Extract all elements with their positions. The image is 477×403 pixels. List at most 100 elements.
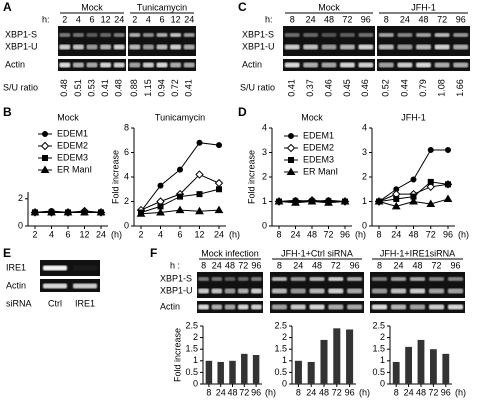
marker xyxy=(288,133,294,139)
marker xyxy=(136,209,146,217)
series-line xyxy=(140,142,220,212)
gel-band xyxy=(390,288,407,294)
gel-band xyxy=(156,62,168,68)
gel-band xyxy=(453,33,469,37)
gel-band xyxy=(100,62,112,68)
panel-label: E xyxy=(3,246,11,260)
time-label: 72 xyxy=(331,260,341,270)
marker xyxy=(443,194,453,203)
y-tick-label: 1 xyxy=(262,196,267,206)
gel-band xyxy=(434,44,450,50)
x-tick-label: 48 xyxy=(307,229,317,239)
gel-band xyxy=(358,62,374,68)
gel-band xyxy=(72,62,84,68)
gel-band xyxy=(416,62,431,68)
x-tick-label: 4 xyxy=(158,229,163,239)
x-tick-label: 24 xyxy=(96,229,106,239)
time-label: 72 xyxy=(238,260,248,270)
gel-band xyxy=(409,288,426,294)
time-label: 24 xyxy=(293,260,303,270)
y-tick-label: 1 xyxy=(362,196,367,206)
marker xyxy=(40,165,50,173)
gel-band xyxy=(428,304,445,310)
time-label: 8 xyxy=(201,260,206,270)
x-tick-label: 96 xyxy=(345,387,355,397)
gel-band xyxy=(211,288,223,294)
y-tick-label: 2 xyxy=(193,332,198,342)
ratio-value: 0.48 xyxy=(114,79,124,97)
gel-image xyxy=(197,272,263,298)
time-label: 8 xyxy=(384,14,389,24)
time-label: 6 xyxy=(159,14,164,24)
marker xyxy=(427,178,434,185)
y-tick-label: 0.5 xyxy=(274,367,287,377)
y-tick-label: 0 xyxy=(193,378,198,388)
gel-band xyxy=(328,304,344,310)
x-tick-label: 24 xyxy=(290,229,300,239)
ratio-value: 1.08 xyxy=(436,79,446,97)
panel-label: F xyxy=(150,246,157,260)
gel-band xyxy=(447,277,464,281)
marker xyxy=(291,198,300,206)
y-tick-label: 1 xyxy=(380,355,385,365)
gel-image xyxy=(40,260,100,276)
gel-band xyxy=(284,33,300,37)
x-tick-label: 96 xyxy=(340,229,350,239)
chart-title: Mock xyxy=(57,112,79,122)
gel-band xyxy=(347,288,363,294)
gel-band xyxy=(434,62,450,68)
gel-band xyxy=(290,304,306,310)
marker xyxy=(445,181,451,188)
x-tick-label: 12 xyxy=(194,229,204,239)
y-tick-label: 1.5 xyxy=(372,344,385,354)
gel-band xyxy=(378,62,394,68)
legend-label: EDEM3 xyxy=(57,152,88,162)
ratio-value: 0.41 xyxy=(287,79,297,97)
y-tick-label: 4 xyxy=(262,122,267,132)
gel-band xyxy=(371,304,388,310)
bar xyxy=(429,349,437,384)
row-label: Actin xyxy=(242,59,262,69)
time-label: 24 xyxy=(114,14,124,24)
row-label: XBP1-U xyxy=(5,41,38,51)
x-tick-label: 24 xyxy=(404,387,414,397)
time-label: 24 xyxy=(212,260,222,270)
time-label: 2 xyxy=(62,14,67,24)
group-header: Mock xyxy=(318,2,340,12)
x-tick-label: 24 xyxy=(216,387,226,397)
gel-band xyxy=(170,62,182,68)
gel-band xyxy=(428,277,445,281)
time-label: 24 xyxy=(306,14,316,24)
gel-band xyxy=(290,277,306,281)
chart-title: Tunicamycin xyxy=(155,112,205,122)
gel-band xyxy=(371,277,388,281)
gel-band xyxy=(409,277,426,281)
time-label: 24 xyxy=(400,14,410,24)
marker xyxy=(286,167,296,175)
time-label: 8 xyxy=(377,260,382,270)
marker xyxy=(157,182,164,189)
gel-band xyxy=(142,44,154,50)
x-unit: (h) xyxy=(359,387,370,397)
marker xyxy=(42,155,48,161)
marker xyxy=(426,182,435,192)
ratio-value: 0.51 xyxy=(73,79,83,97)
gel-band xyxy=(321,62,337,68)
marker xyxy=(391,201,401,210)
x-tick-label: 24 xyxy=(214,229,224,239)
gel-band xyxy=(378,44,394,50)
gel-band xyxy=(113,33,125,37)
time-label: 72 xyxy=(437,14,447,24)
gel-band xyxy=(347,277,363,281)
marker xyxy=(288,157,294,163)
x-tick-label: 48 xyxy=(416,387,426,397)
marker xyxy=(195,206,204,215)
time-label: 96 xyxy=(350,260,360,270)
row-label: Actin xyxy=(5,59,25,69)
y-axis-label: Fold increase xyxy=(172,328,182,382)
chart-title: JFH-1 xyxy=(401,112,426,122)
ratio-value: 0.46 xyxy=(323,79,333,97)
marker xyxy=(374,197,384,205)
gel-band xyxy=(251,288,262,294)
time-label: 96 xyxy=(456,14,466,24)
